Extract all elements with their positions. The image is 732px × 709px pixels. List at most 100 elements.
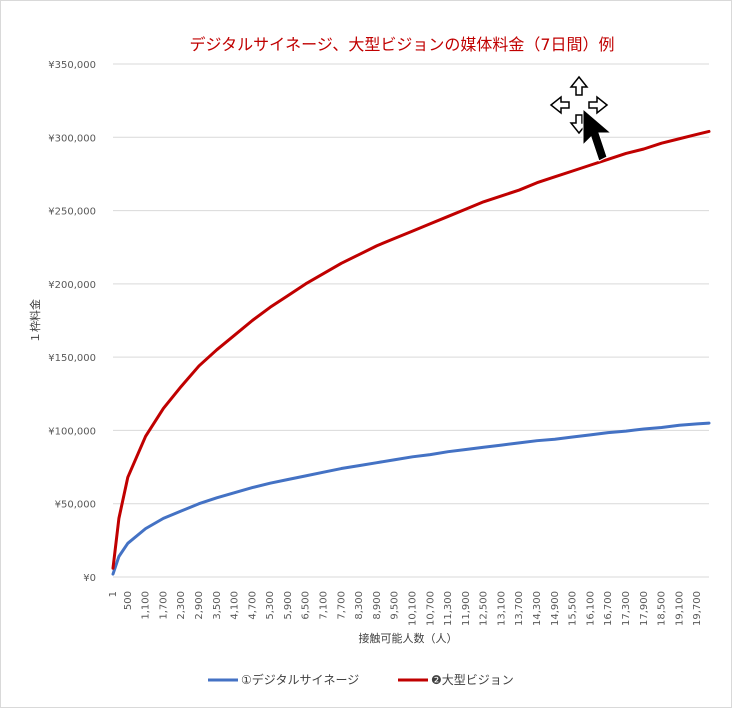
legend-label-signage: ①デジタルサイネージ bbox=[241, 672, 359, 687]
x-tick-label: 13,100 bbox=[496, 591, 507, 626]
x-tick-label: 10,100 bbox=[407, 591, 418, 626]
data-point bbox=[358, 464, 360, 467]
data-point bbox=[180, 385, 182, 388]
data-point bbox=[429, 222, 432, 225]
grid-lines bbox=[113, 63, 709, 578]
data-point bbox=[447, 215, 449, 218]
data-point bbox=[340, 262, 343, 265]
x-axis-title: 接触可能人数（人） bbox=[359, 631, 458, 645]
legend: ①デジタルサイネージ ❷大型ビジョン bbox=[208, 672, 514, 687]
data-point bbox=[233, 491, 236, 494]
legend-label-vision: ❷大型ビジョン bbox=[431, 673, 514, 687]
data-point bbox=[162, 517, 165, 520]
data-point bbox=[304, 283, 307, 285]
data-point bbox=[571, 170, 574, 172]
data-point bbox=[393, 237, 396, 240]
x-tick-label: 12,500 bbox=[479, 591, 490, 626]
series-line-2 bbox=[111, 129, 711, 570]
x-tick-label: 17,300 bbox=[621, 591, 632, 626]
x-tick-label: 19,100 bbox=[674, 591, 685, 626]
x-tick-label: 9,500 bbox=[390, 591, 401, 620]
data-point bbox=[554, 176, 556, 178]
data-point bbox=[287, 478, 289, 481]
data-point bbox=[304, 475, 307, 477]
data-point bbox=[696, 133, 698, 136]
data-point bbox=[518, 442, 521, 444]
y-tick-label: ¥200,000 bbox=[48, 280, 96, 291]
data-point bbox=[589, 164, 592, 166]
data-point bbox=[642, 148, 645, 150]
data-point bbox=[465, 208, 467, 210]
x-tick-label: 8,900 bbox=[372, 591, 383, 620]
data-point bbox=[233, 334, 236, 336]
x-tick-label: 5,300 bbox=[265, 591, 276, 620]
data-point bbox=[678, 424, 681, 427]
y-axis-title: １枠料金 bbox=[28, 299, 42, 343]
x-tick-label: 8,300 bbox=[354, 591, 365, 620]
data-point bbox=[708, 130, 710, 133]
data-point bbox=[144, 435, 147, 438]
data-point bbox=[660, 142, 663, 144]
data-point bbox=[589, 434, 592, 436]
x-tick-label: 10,700 bbox=[425, 591, 436, 626]
data-point bbox=[660, 426, 663, 429]
y-tick-label: ¥50,000 bbox=[55, 500, 96, 511]
x-tick-label: 13,700 bbox=[514, 591, 525, 626]
data-point bbox=[180, 510, 182, 512]
x-tick-label: 11,900 bbox=[461, 591, 472, 626]
data-point bbox=[251, 319, 254, 322]
data-point bbox=[251, 486, 254, 489]
data-point bbox=[696, 423, 698, 425]
data-point bbox=[393, 458, 396, 461]
y-tick-label: ¥0 bbox=[83, 573, 96, 584]
data-point bbox=[554, 438, 556, 441]
x-tick-label: 4,700 bbox=[247, 591, 258, 620]
x-tick-label: 500 bbox=[123, 591, 134, 610]
data-point bbox=[269, 482, 271, 484]
data-point bbox=[571, 436, 574, 438]
data-point bbox=[126, 476, 129, 479]
data-point bbox=[112, 567, 114, 570]
x-tick-label: 1,100 bbox=[141, 591, 152, 620]
x-tick-label: 1 bbox=[108, 591, 119, 597]
data-point bbox=[376, 244, 378, 247]
data-point bbox=[447, 450, 449, 453]
data-point bbox=[287, 294, 289, 297]
x-tick-label: 1,700 bbox=[158, 591, 169, 620]
data-point bbox=[625, 430, 627, 432]
data-point bbox=[322, 272, 325, 275]
data-point bbox=[322, 471, 325, 474]
x-tick-label: 6,500 bbox=[301, 591, 312, 620]
x-axis-ticks: 1 500 1,100 1,700 2,300 2,900 3,500 4,100 4,700 5… bbox=[108, 591, 703, 626]
data-point bbox=[678, 137, 681, 140]
x-tick-label: 2,300 bbox=[176, 591, 187, 620]
series-line-1 bbox=[111, 421, 711, 576]
y-axis-ticks: ¥0 ¥50,000 ¥100,000 ¥150,000 ¥200,000 ¥250,00… bbox=[48, 60, 96, 584]
data-point bbox=[500, 444, 503, 446]
data-point bbox=[482, 200, 485, 203]
y-tick-label: ¥350,000 bbox=[48, 60, 96, 71]
data-point bbox=[144, 527, 147, 530]
x-tick-label: 16,700 bbox=[603, 591, 614, 626]
data-point bbox=[215, 497, 218, 499]
data-point bbox=[126, 542, 129, 545]
data-point bbox=[642, 428, 645, 430]
data-point bbox=[465, 448, 467, 451]
data-point bbox=[358, 253, 360, 256]
y-tick-label: ¥300,000 bbox=[48, 133, 96, 144]
x-tick-label: 5,900 bbox=[283, 591, 294, 620]
y-tick-label: ¥150,000 bbox=[48, 353, 96, 364]
data-point bbox=[118, 517, 120, 520]
x-tick-label: 15,500 bbox=[568, 591, 579, 626]
data-point bbox=[340, 467, 343, 470]
x-tick-label: 2,900 bbox=[194, 591, 205, 620]
x-tick-label: 3,500 bbox=[212, 591, 223, 620]
data-point bbox=[518, 189, 521, 191]
x-tick-label: 14,300 bbox=[532, 591, 543, 626]
x-tick-label: 7,100 bbox=[319, 591, 330, 620]
data-point bbox=[708, 422, 710, 424]
data-point bbox=[118, 555, 120, 558]
data-point bbox=[215, 349, 218, 351]
